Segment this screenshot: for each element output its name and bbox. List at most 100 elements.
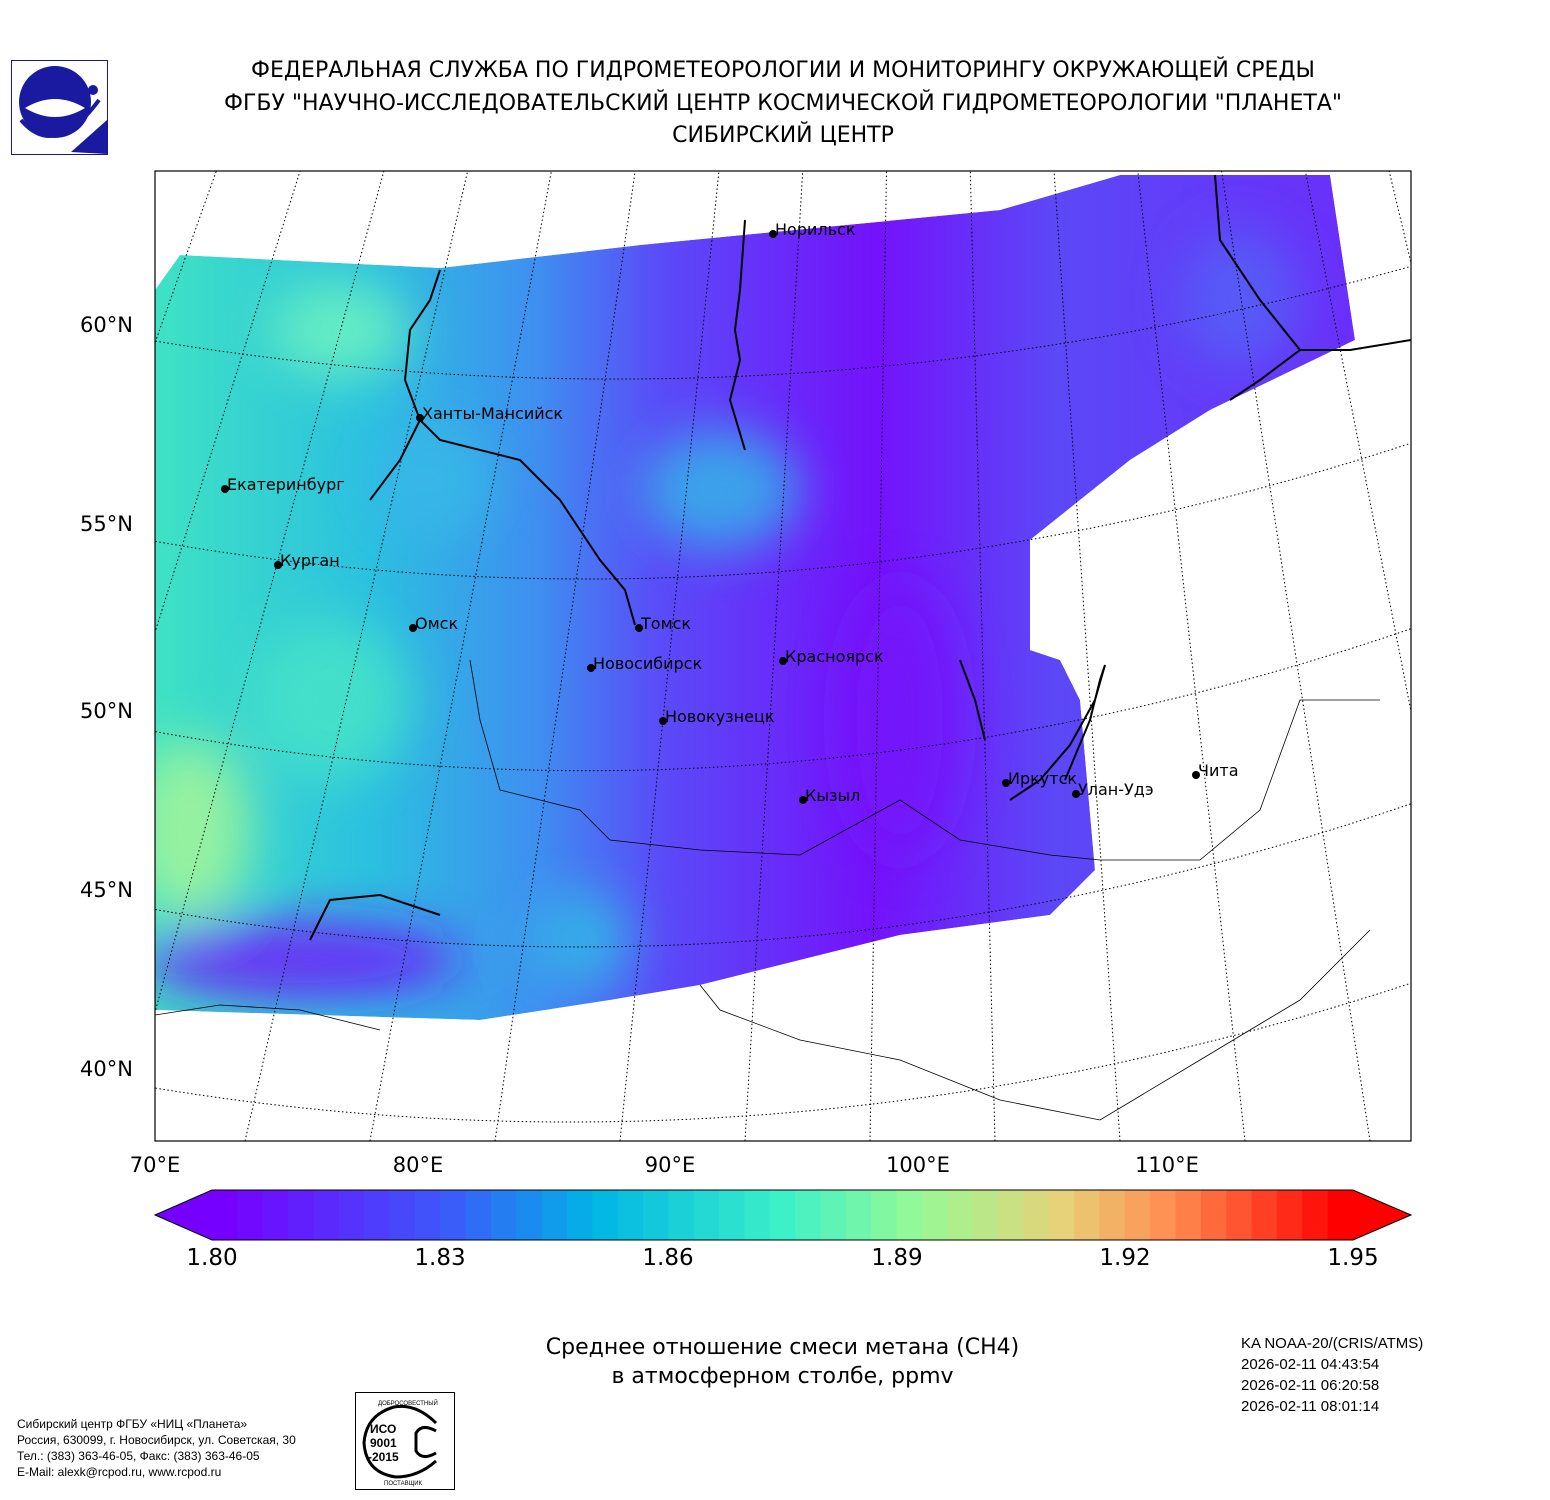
footer-line: Тел.: (383) 363-46-05, Факс: (383) 363-4…: [17, 1449, 260, 1463]
footer-contacts: Сибирский центр ФГБУ «НИЦ «Планета» Росс…: [17, 1416, 296, 1480]
colorbar-segment: [364, 1190, 391, 1240]
city-dot-icon: [221, 485, 229, 493]
footer-line: Сибирский центр ФГБУ «НИЦ «Планета»: [17, 1417, 248, 1431]
longitude-line: [1458, 0, 1550, 1141]
colorbar-tick: 1.95: [1327, 1245, 1379, 1271]
colorbar-tick: 1.83: [414, 1245, 466, 1271]
colorbar-segment: [1023, 1190, 1050, 1240]
colorbar-segment: [795, 1190, 822, 1240]
colorbar-segment: [1302, 1190, 1329, 1240]
lon-label: 90°E: [644, 1153, 696, 1177]
lon-label: 80°E: [392, 1153, 444, 1177]
city-dot-icon: [416, 414, 424, 422]
iso-9001-badge: ИСО 9001 -2015 ДОБРОСОВЕСТНЫЙ ПОСТАВЩИК: [355, 1392, 455, 1490]
colorbar-tick: 1.86: [642, 1245, 694, 1271]
colorbar-segment: [465, 1190, 492, 1240]
city-label: Новокузнецк: [665, 707, 775, 726]
colorbar-segment: [490, 1190, 517, 1240]
rivers-coastlines: [309, 174, 1411, 941]
city-dot-icon: [799, 796, 807, 804]
colorbar-segment: [921, 1190, 948, 1240]
colorbar-segment: [414, 1190, 441, 1240]
planeta-logo: [11, 60, 108, 155]
colorbar-segment: [440, 1190, 467, 1240]
colorbar-tick: 1.89: [871, 1245, 923, 1271]
colorbar-segment: [719, 1190, 746, 1240]
city-dot-icon: [409, 624, 417, 632]
city-label: Иркутск: [1008, 769, 1078, 788]
colorbar-segment: [516, 1190, 543, 1240]
data-field: [155, 0, 1550, 1141]
colorbar-segment: [1276, 1190, 1303, 1240]
city-dot-icon: [635, 624, 643, 632]
city-label: Томск: [641, 614, 692, 633]
colorbar-segment: [1226, 1190, 1253, 1240]
footer-line: E-Mail: alexk@rcpod.ru, www.rcpod.ru: [17, 1465, 222, 1479]
lat-label: 50°N: [80, 699, 133, 723]
city-label: Новосибирск: [593, 654, 703, 673]
colorbar-segment: [566, 1190, 593, 1240]
colorbar-segment: [288, 1190, 315, 1240]
pass-time: 2026-02-11 08:01:14: [1241, 1398, 1380, 1415]
header-line-1: ФЕДЕРАЛЬНАЯ СЛУЖБА ПО ГИДРОМЕТЕОРОЛОГИИ …: [251, 58, 1315, 83]
colorbar-segment: [972, 1190, 999, 1240]
colorbar-segment: [998, 1190, 1024, 1240]
city-dot-icon: [659, 717, 667, 725]
pass-time: 2026-02-11 04:43:54: [1241, 1356, 1380, 1373]
city-dot-icon: [1072, 790, 1080, 798]
colorbar-segment: [592, 1190, 619, 1240]
pass-time: 2026-02-11 06:20:58: [1241, 1377, 1380, 1394]
svg-text:ДОБРОСОВЕСТНЫЙ: ДОБРОСОВЕСТНЫЙ: [378, 1399, 438, 1407]
city-label: Курган: [280, 551, 340, 570]
city-label: Норильск: [775, 220, 856, 239]
city-dot-icon: [1002, 779, 1010, 787]
lon-label: 100°E: [886, 1153, 950, 1177]
city-dot-icon: [274, 561, 282, 569]
svg-text:-2015: -2015: [368, 1450, 399, 1464]
colorbar-segment: [1124, 1190, 1151, 1240]
colorbar-segment: [896, 1190, 923, 1240]
lat-label: 45°N: [80, 878, 133, 902]
city-label: Чита: [1198, 761, 1239, 780]
colorbar-segment: [668, 1190, 695, 1240]
colorbar-segment: [1251, 1190, 1278, 1240]
longitude-line: [1520, 0, 1550, 1141]
lon-label: 70°E: [129, 1153, 181, 1177]
city-label: Екатеринбург: [227, 475, 345, 494]
colorbar-segment: [617, 1190, 644, 1240]
colorbar-segment: [1200, 1190, 1227, 1240]
colorbar-segment: [769, 1190, 796, 1240]
colorbar-segment: [1099, 1190, 1126, 1240]
city-dot-icon: [587, 664, 595, 672]
city-label: Красноярск: [785, 647, 884, 666]
title-line-1: Среднее отношение смеси метана (CH4): [545, 1335, 1020, 1360]
colorbar-segment: [1074, 1190, 1101, 1240]
map-frame: [154, 170, 1412, 1142]
colorbar-segment: [947, 1190, 974, 1240]
colorbar-segment: [744, 1190, 771, 1240]
city-label: Улан-Удэ: [1078, 780, 1154, 799]
colorbar-segment: [693, 1190, 720, 1240]
colorbar-segment: [389, 1190, 416, 1240]
footer-line: Россия, 630099, г. Новосибирск, ул. Сове…: [17, 1433, 296, 1447]
lat-label: 55°N: [80, 512, 133, 536]
svg-text:ИСО: ИСО: [370, 1422, 396, 1436]
longitude-line: [1304, 171, 1411, 714]
colorbar-extend-min: [155, 1190, 212, 1240]
lon-label: 110°E: [1135, 1153, 1199, 1177]
longitude-line: [1395, 0, 1550, 1141]
longitude-line: [1053, 171, 1121, 1141]
colorbar-segment: [1048, 1190, 1075, 1240]
city-label: Ханты-Мансийск: [422, 404, 564, 423]
city-dot-icon: [779, 657, 787, 665]
colorbar-tick: 1.80: [186, 1245, 238, 1271]
colorbar-segment: [541, 1190, 568, 1240]
colorbar-segment: [338, 1190, 365, 1240]
svg-text:9001: 9001: [370, 1436, 397, 1450]
colorbar-outline: [153, 1189, 1413, 1241]
colorbar-segment: [237, 1190, 264, 1240]
longitude-line: [744, 171, 804, 1141]
satellite-name: KA NOAA-20/(CRIS/ATMS): [1241, 1335, 1424, 1352]
city-dot-icon: [1192, 771, 1200, 779]
